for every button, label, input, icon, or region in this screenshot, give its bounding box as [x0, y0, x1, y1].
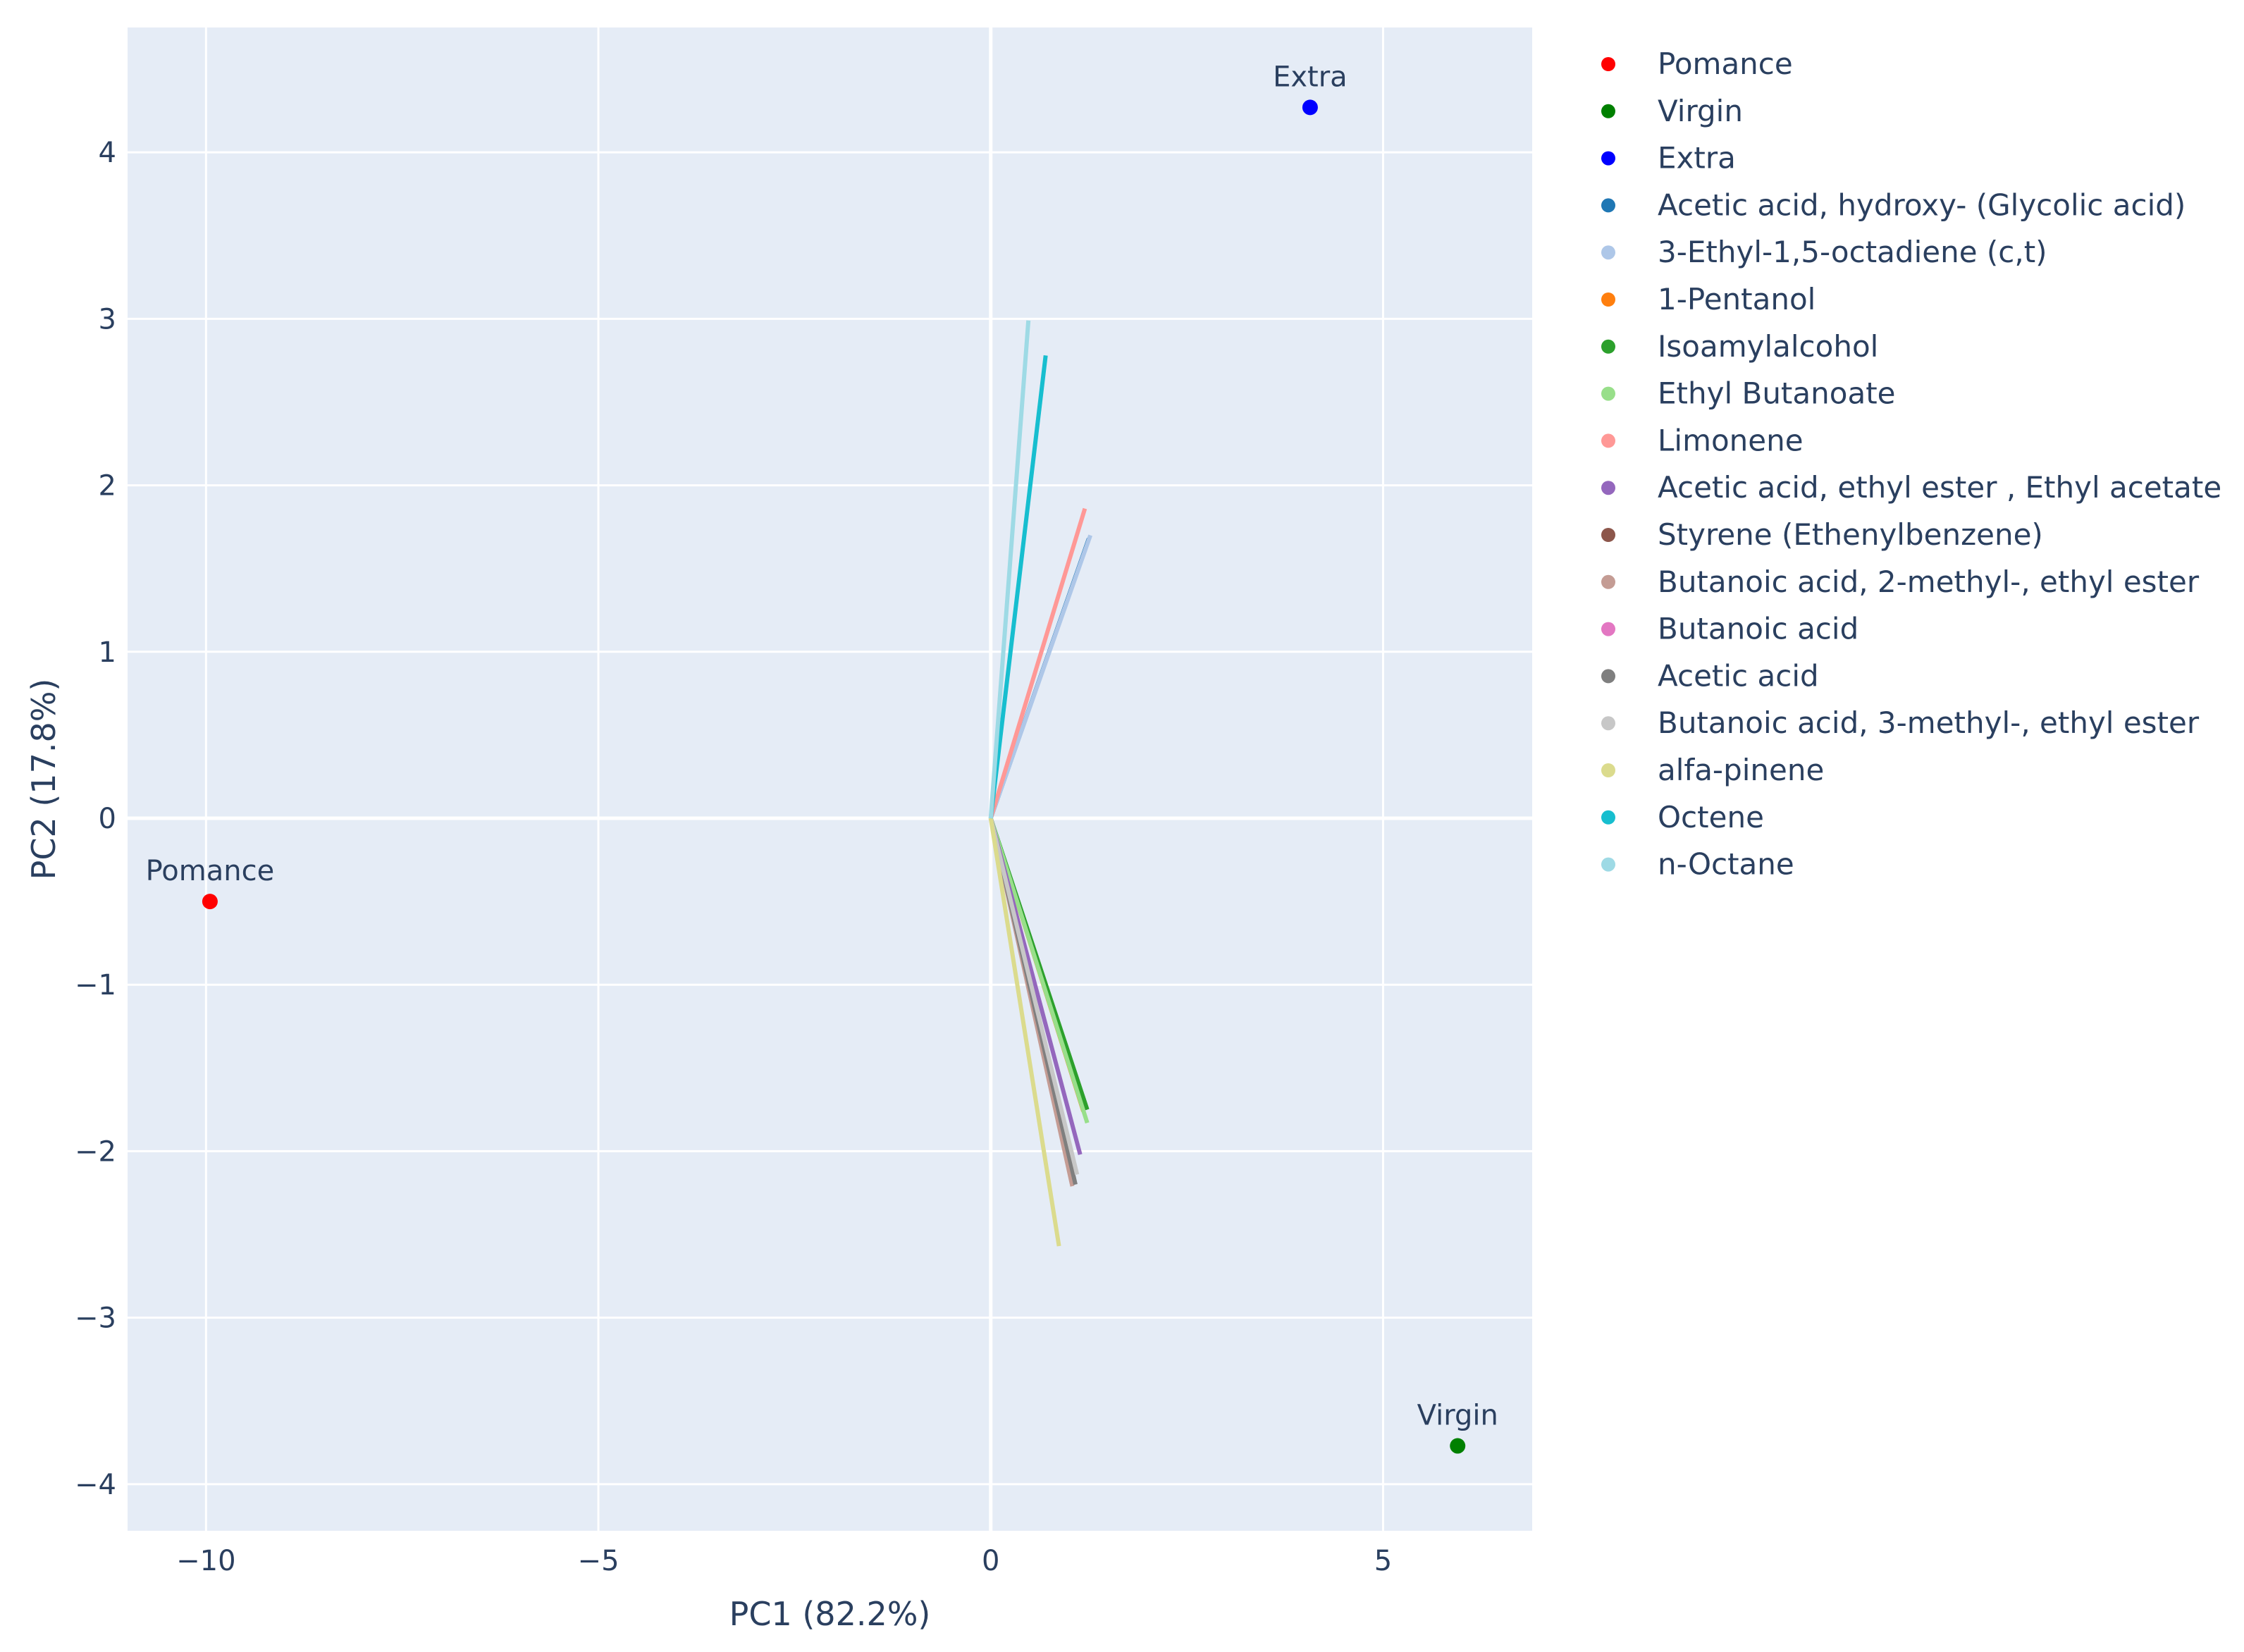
- loading-vector: [988, 818, 1080, 1176]
- legend-label: Extra: [1658, 141, 1736, 175]
- legend-marker: [1601, 151, 1615, 166]
- plot-background: [128, 27, 1532, 1531]
- legend-item[interactable]: Butanoic acid, 3-methyl-, ethyl ester: [1601, 705, 2200, 740]
- y-axis-title: PC2 (17.8%): [25, 679, 63, 880]
- legend-marker: [1601, 716, 1615, 731]
- legend-label: Limonene: [1658, 423, 1804, 457]
- legend-label: Butanoic acid: [1658, 612, 1858, 646]
- legend-label: Acetic acid: [1658, 658, 1819, 693]
- legend-label: Octene: [1658, 800, 1764, 834]
- legend-marker: [1601, 857, 1615, 872]
- legend-label: Styrene (Ethenylbenzene): [1658, 517, 2043, 552]
- legend-marker: [1601, 386, 1615, 401]
- y-axis-ticks: −4 −3 −2 −1 0 1 2 3 4: [75, 137, 116, 1501]
- legend-marker: [1601, 810, 1615, 825]
- x-axis-title: PC1 (82.2%): [729, 1595, 931, 1633]
- point-label: Extra: [1273, 61, 1348, 93]
- legend-marker: [1601, 763, 1615, 777]
- point-label: Pomance: [146, 855, 275, 887]
- legend-marker: [1601, 104, 1615, 118]
- legend-item[interactable]: Acetic acid, hydroxy- (Glycolic acid): [1601, 187, 2186, 222]
- legend-marker: [1601, 574, 1615, 589]
- legend-marker: [1601, 57, 1615, 71]
- legend-item[interactable]: Ethyl Butanoate: [1601, 376, 1896, 411]
- y-tick-label: 3: [99, 303, 116, 335]
- legend-label: Pomance: [1658, 47, 1793, 81]
- legend-item[interactable]: alfa-pinene: [1601, 753, 1824, 787]
- legend-label: 1-Pentanol: [1658, 282, 1815, 316]
- x-tick-label: −5: [578, 1545, 619, 1577]
- legend-item[interactable]: Octene: [1601, 800, 1764, 834]
- legend-label: Ethyl Butanoate: [1658, 376, 1896, 411]
- y-tick-label: 1: [99, 636, 116, 669]
- legend-label: n-Octane: [1658, 847, 1794, 882]
- legend-item[interactable]: Limonene: [1601, 423, 1804, 457]
- loading-vector: [988, 534, 1092, 820]
- legend-label: alfa-pinene: [1658, 753, 1824, 787]
- x-tick-label: 0: [982, 1545, 999, 1577]
- x-axis-ticks: −10 −5 0 5: [176, 1545, 1392, 1577]
- legend-marker: [1601, 433, 1615, 448]
- y-tick-label: 4: [99, 137, 116, 169]
- loading-vector: [988, 320, 1031, 819]
- legend-marker: [1601, 669, 1615, 684]
- legend-item[interactable]: 1-Pentanol: [1601, 282, 1815, 316]
- y-tick-label: −3: [75, 1302, 116, 1335]
- legend-marker: [1601, 528, 1615, 542]
- y-tick-label: −2: [75, 1135, 116, 1168]
- legend-label: 3-Ethyl-1,5-octadiene (c,t): [1658, 235, 2047, 269]
- legend-marker: [1601, 245, 1615, 260]
- legend-item[interactable]: Acetic acid: [1601, 658, 1819, 693]
- point-label: Virgin: [1417, 1400, 1498, 1432]
- legend-item[interactable]: Styrene (Ethenylbenzene): [1601, 517, 2043, 552]
- legend-item[interactable]: Acetic acid, ethyl ester , Ethyl acetate: [1601, 470, 2221, 505]
- legend-item[interactable]: Pomance: [1601, 47, 1793, 81]
- legend-label: Butanoic acid, 2-methyl-, ethyl ester: [1658, 565, 2200, 599]
- legend-marker: [1601, 622, 1615, 636]
- legend-label: Isoamylalcohol: [1658, 329, 1878, 364]
- y-tick-label: −1: [75, 969, 116, 1001]
- legend-item[interactable]: Butanoic acid: [1601, 612, 1858, 646]
- legend-item[interactable]: Virgin: [1601, 94, 1743, 128]
- x-tick-label: −10: [176, 1545, 235, 1577]
- score-point: [1450, 1438, 1466, 1454]
- legend-label: Virgin: [1658, 94, 1743, 128]
- grid: [128, 27, 1532, 1531]
- loading-vector: [988, 818, 1061, 1247]
- legend-item[interactable]: n-Octane: [1601, 847, 1794, 882]
- loading-vectors: [988, 320, 1092, 1247]
- legend-marker: [1601, 339, 1615, 354]
- legend-marker: [1601, 198, 1615, 213]
- score-point: [202, 894, 218, 910]
- legend-marker: [1601, 481, 1615, 495]
- legend-label: Acetic acid, hydroxy- (Glycolic acid): [1658, 187, 2186, 222]
- legend-label: Acetic acid, ethyl ester , Ethyl acetate: [1658, 470, 2221, 505]
- x-tick-label: 5: [1374, 1545, 1392, 1577]
- legend-label: Butanoic acid, 3-methyl-, ethyl ester: [1658, 705, 2200, 740]
- legend[interactable]: Pomance Virgin Extra Acetic acid, hydroxy- …: [1601, 47, 2221, 882]
- y-tick-label: −4: [75, 1469, 116, 1501]
- loading-vector: [988, 507, 1087, 819]
- score-points: Pomance Virgin Extra: [146, 61, 1498, 1454]
- loading-vector: [988, 818, 1090, 1124]
- legend-item[interactable]: Isoamylalcohol: [1601, 329, 1878, 364]
- y-tick-label: 2: [99, 470, 116, 503]
- legend-item[interactable]: Butanoic acid, 2-methyl-, ethyl ester: [1601, 565, 2200, 599]
- legend-item[interactable]: 3-Ethyl-1,5-octadiene (c,t): [1601, 235, 2047, 269]
- legend-item[interactable]: Extra: [1601, 141, 1736, 175]
- loading-vector: [988, 355, 1048, 819]
- legend-marker: [1601, 292, 1615, 307]
- score-point: [1302, 99, 1318, 116]
- y-tick-label: 0: [99, 803, 116, 835]
